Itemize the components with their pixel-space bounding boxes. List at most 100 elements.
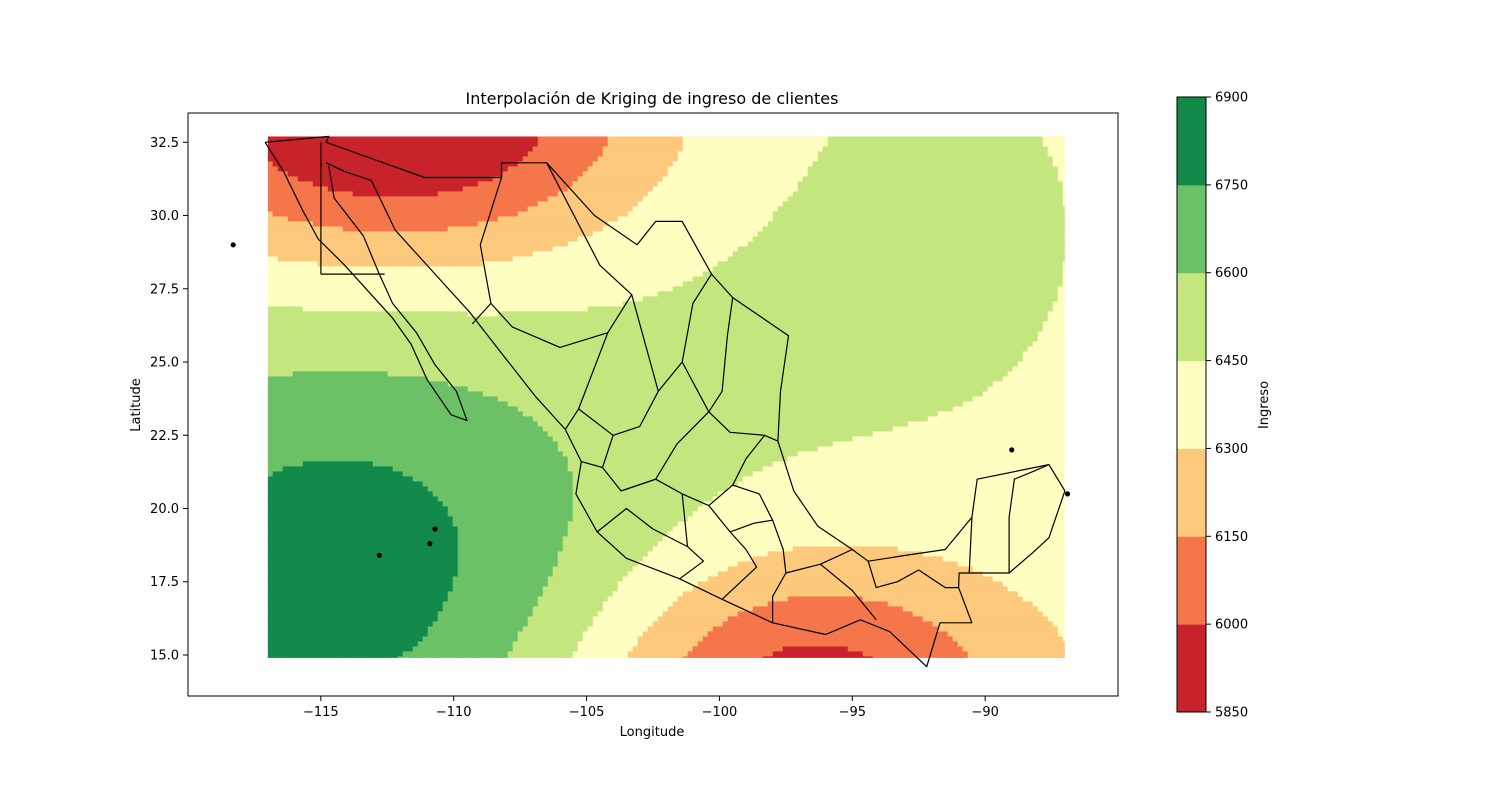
field-cell — [837, 181, 844, 188]
field-cell — [617, 261, 624, 268]
field-cell — [537, 221, 544, 228]
field-cell — [312, 226, 319, 233]
field-cell — [892, 186, 899, 193]
field-cell — [492, 251, 499, 258]
field-cell — [1002, 281, 1009, 288]
field-cell — [612, 166, 619, 173]
field-cell — [487, 256, 494, 263]
field-cell — [297, 156, 304, 163]
field-cell — [717, 196, 724, 203]
field-cell — [897, 191, 904, 198]
field-cell — [452, 181, 459, 188]
field-cell — [562, 156, 569, 163]
field-cell — [467, 211, 474, 218]
field-cell — [922, 286, 929, 293]
field-cell — [997, 251, 1004, 258]
field-cell — [852, 271, 859, 278]
field-cell — [982, 156, 989, 163]
field-cell — [352, 211, 359, 218]
field-cell — [522, 211, 529, 218]
field-cell — [662, 231, 669, 238]
field-cell — [332, 166, 339, 173]
field-cell — [612, 241, 619, 248]
field-cell — [827, 201, 834, 208]
field-cell — [682, 261, 689, 268]
field-cell — [707, 271, 714, 278]
field-cell — [927, 236, 934, 243]
field-cell — [847, 236, 854, 243]
field-cell — [812, 136, 819, 143]
field-cell — [642, 141, 649, 148]
field-cell — [832, 236, 839, 243]
field-cell — [497, 156, 504, 163]
field-cell — [652, 136, 659, 143]
field-cell — [432, 176, 439, 183]
field-cell — [422, 231, 429, 238]
field-cell — [947, 246, 954, 253]
field-cell — [492, 246, 499, 253]
field-cell — [932, 286, 939, 293]
field-cell — [462, 181, 469, 188]
field-cell — [757, 176, 764, 183]
field-cell — [842, 266, 849, 273]
field-cell — [882, 176, 889, 183]
field-cell — [1032, 226, 1039, 233]
field-cell — [587, 281, 594, 288]
field-cell — [592, 226, 599, 233]
field-cell — [472, 231, 479, 238]
field-cell — [817, 196, 824, 203]
field-cell — [372, 146, 379, 153]
field-cell — [827, 236, 834, 243]
field-cell — [627, 251, 634, 258]
field-cell — [517, 156, 524, 163]
field-cell — [797, 186, 804, 193]
field-cell — [957, 236, 964, 243]
field-cell — [412, 211, 419, 218]
field-cell — [557, 226, 564, 233]
field-cell — [1022, 231, 1029, 238]
field-cell — [507, 136, 514, 143]
field-cell — [842, 156, 849, 163]
field-cell — [702, 156, 709, 163]
field-cell — [497, 236, 504, 243]
field-cell — [927, 216, 934, 223]
field-cell — [957, 201, 964, 208]
field-cell — [767, 161, 774, 168]
field-cell — [922, 181, 929, 188]
field-cell — [927, 246, 934, 253]
field-cell — [977, 211, 984, 218]
field-cell — [702, 201, 709, 208]
field-cell — [772, 276, 779, 283]
field-cell — [937, 251, 944, 258]
field-cell — [1062, 161, 1065, 168]
field-cell — [357, 291, 364, 298]
field-cell — [997, 196, 1004, 203]
field-cell — [597, 166, 604, 173]
field-cell — [1032, 141, 1039, 148]
field-cell — [472, 176, 479, 183]
field-cell — [997, 201, 1004, 208]
field-cell — [442, 236, 449, 243]
field-cell — [997, 211, 1004, 218]
field-cell — [902, 236, 909, 243]
field-cell — [737, 271, 744, 278]
field-cell — [437, 191, 444, 198]
field-cell — [712, 151, 719, 158]
field-cell — [662, 216, 669, 223]
field-cell — [632, 156, 639, 163]
field-cell — [552, 181, 559, 188]
field-cell — [742, 191, 749, 198]
field-cell — [517, 206, 524, 213]
field-cell — [1047, 156, 1054, 163]
field-cell — [712, 281, 719, 288]
field-cell — [812, 151, 819, 158]
field-cell — [502, 186, 509, 193]
field-cell — [387, 276, 394, 283]
field-cell — [992, 206, 999, 213]
field-cell — [1007, 136, 1014, 143]
field-cell — [1027, 236, 1034, 243]
field-cell — [822, 256, 829, 263]
field-cell — [1007, 261, 1014, 268]
field-cell — [347, 246, 354, 253]
field-cell — [612, 196, 619, 203]
